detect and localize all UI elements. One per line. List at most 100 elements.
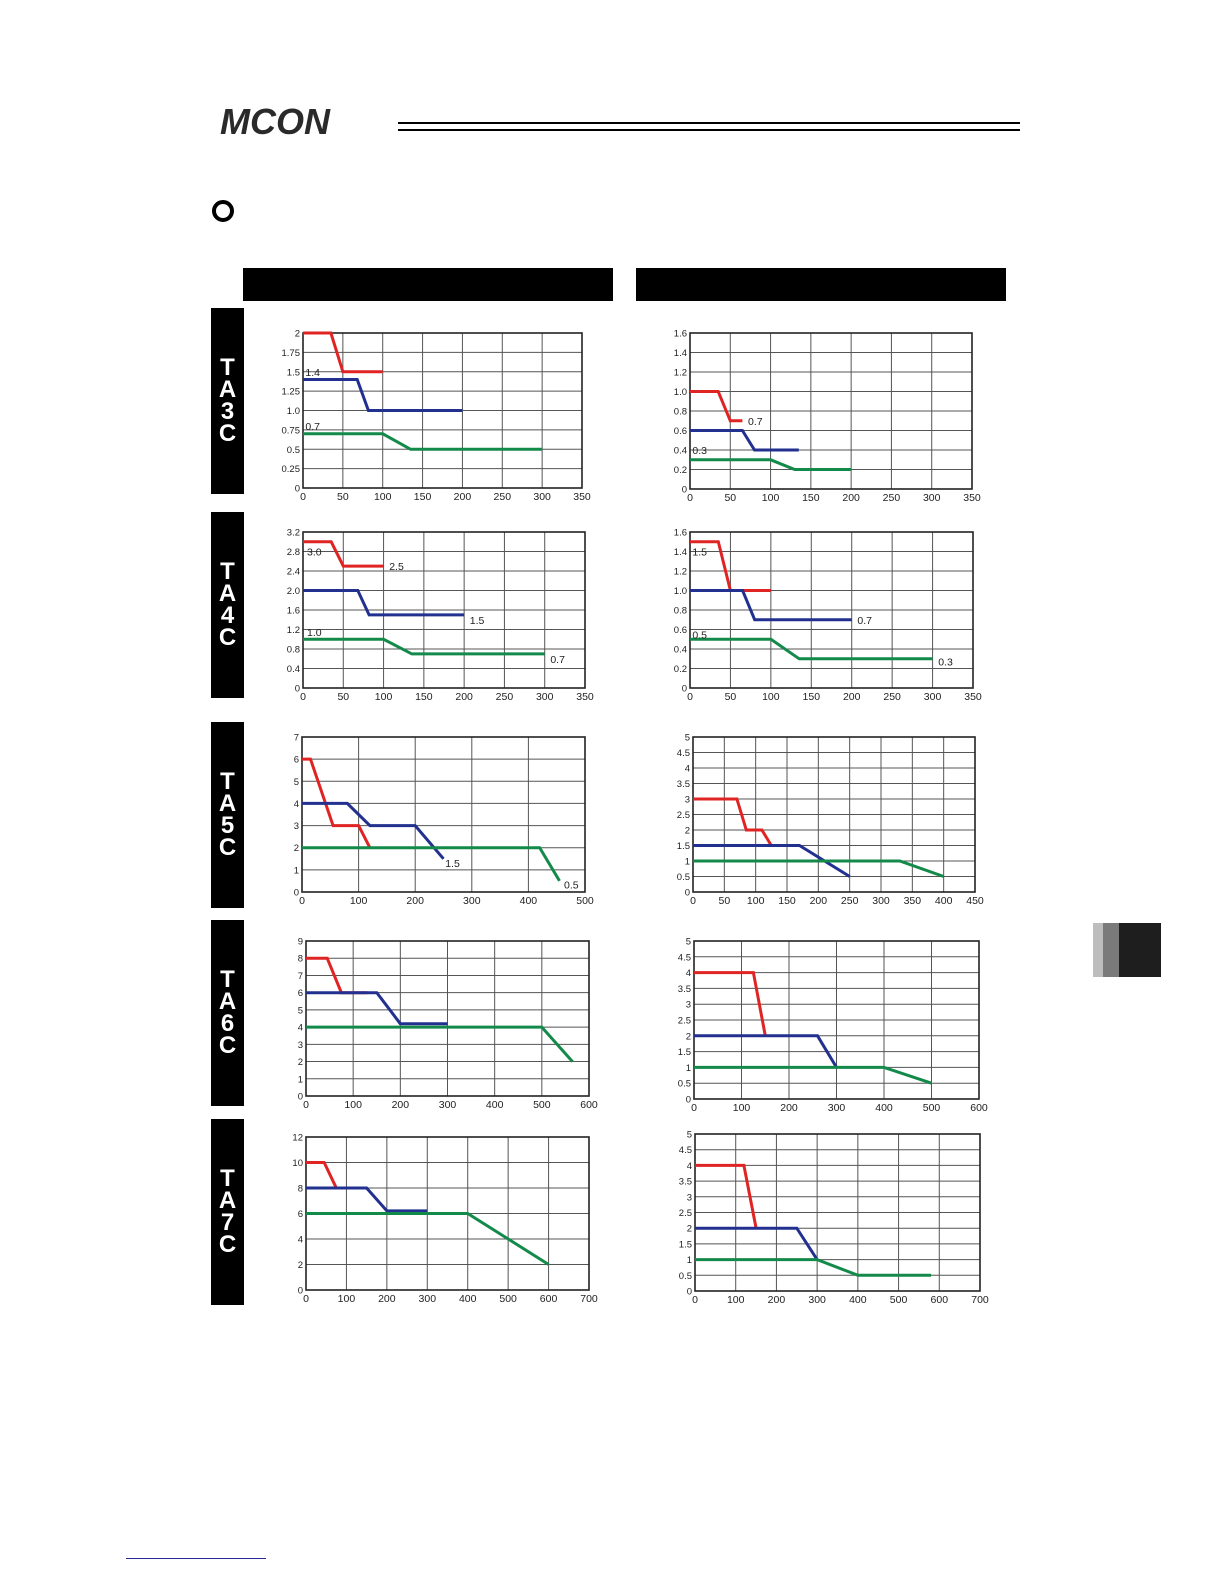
- y-tick-label: 4.5: [677, 748, 690, 759]
- data-label: 1.0: [307, 627, 322, 639]
- y-tick-label: 2: [298, 1057, 303, 1068]
- y-tick-label: 2.5: [678, 1016, 691, 1027]
- chart-svg: 0 50 100 150 200 250 300 350 0 0.2 0.4 0.6 0.8 1.0 1.2…: [674, 528, 982, 704]
- y-tick-label: 1: [294, 865, 299, 876]
- x-tick-label: 500: [576, 895, 594, 907]
- y-tick-label: 0.8: [287, 645, 300, 656]
- y-tick-label: 5: [687, 1130, 692, 1141]
- x-tick-label: 600: [540, 1293, 558, 1305]
- series-line-green: [303, 637, 545, 656]
- series-line-blue: [302, 801, 445, 860]
- y-tick-label: 1.2: [287, 625, 300, 636]
- chart-ta4c-left: 0 50 100 150 200 250 300 350 0 0.4 0.8 1.2 1.6 2.0 2.4…: [270, 525, 610, 710]
- series-line-blue: [303, 589, 465, 617]
- row-tab-letter: C: [218, 1032, 237, 1059]
- y-tick-label: 7: [294, 733, 299, 744]
- series-line-blue: [695, 1226, 819, 1261]
- logo-text: MCON: [220, 101, 331, 140]
- chart-svg: 0 100 200 300 400 500 0 1 2 3 4 5 6 7 1.5 0.5: [294, 733, 594, 908]
- x-tick-label: 300: [536, 691, 554, 703]
- y-tick-label: 3.5: [679, 1177, 692, 1188]
- row-tab-letter: 3: [220, 398, 235, 425]
- y-tick-label: 0: [682, 485, 687, 496]
- series-line-green: [693, 859, 945, 878]
- x-tick-label: 200: [392, 1099, 410, 1111]
- y-tick-label: 0.5: [679, 1271, 692, 1282]
- y-tick-label: 4: [685, 764, 690, 775]
- data-label: 0.7: [748, 416, 763, 428]
- y-tick-label: 2: [294, 843, 299, 854]
- y-tick-label: 6: [298, 1209, 303, 1220]
- header-rule-bottom: [398, 129, 1020, 131]
- y-tick-label: 8: [298, 1184, 303, 1195]
- y-tick-label: 1.0: [287, 406, 300, 417]
- x-tick-label: 200: [455, 691, 473, 703]
- y-tick-label: 1: [686, 1063, 691, 1074]
- data-label: 1.5: [692, 547, 707, 559]
- chart-svg: 0 50 100 150 200 250 300 350 400 450 0 0.5 1 1.5 2 2.5 3…: [677, 733, 984, 908]
- y-tick-label: 1.0: [674, 586, 687, 597]
- y-tick-label: 1.75: [282, 348, 301, 359]
- chart-svg: 0 50 100 150 200 250 300 350 0 0.25 0.5 0.75 1.0 1.25…: [282, 329, 591, 504]
- x-tick-label: 150: [802, 492, 820, 504]
- y-tick-label: 2: [295, 329, 300, 340]
- plot-frame: [302, 332, 583, 489]
- y-tick-label: 5: [685, 733, 690, 744]
- chart-ta5c-left: 0 100 200 300 400 500 0 1 2 3 4 5 6 7 1.5 0.5: [270, 730, 610, 915]
- y-tick-label: 1.0: [674, 387, 687, 398]
- plot-frame: [689, 332, 973, 490]
- plot-frame: [305, 940, 590, 1097]
- y-tick-label: 5: [686, 937, 691, 948]
- x-tick-label: 500: [499, 1293, 517, 1305]
- row-tab-letter: A: [218, 790, 237, 817]
- x-tick-label: 600: [970, 1102, 988, 1114]
- x-tick-label: 300: [828, 1102, 846, 1114]
- y-tick-label: 0: [298, 1286, 303, 1297]
- row-tab-letter: T: [220, 768, 235, 795]
- x-tick-label: 200: [843, 691, 861, 703]
- y-tick-label: 4.5: [678, 952, 691, 963]
- x-tick-label: 100: [374, 491, 392, 503]
- series-line-red: [303, 331, 383, 374]
- chart-ta3c-right: 0 50 100 150 200 250 300 350 0 0.2 0.4 0.6 0.8 1.0 1.2…: [650, 325, 990, 510]
- series-line-blue: [690, 589, 852, 622]
- y-tick-label: 0.8: [674, 606, 687, 617]
- x-tick-label: 100: [733, 1102, 751, 1114]
- x-tick-label: 0: [303, 1099, 309, 1111]
- plot-frame: [693, 940, 980, 1100]
- x-tick-label: 150: [778, 895, 796, 907]
- x-tick-label: 400: [935, 895, 953, 907]
- y-tick-label: 0: [687, 1287, 692, 1298]
- y-tick-label: 3: [298, 1040, 303, 1051]
- y-tick-label: 0.4: [674, 645, 687, 656]
- y-tick-label: 2: [687, 1224, 692, 1235]
- x-tick-label: 500: [923, 1102, 941, 1114]
- x-tick-label: 100: [762, 691, 780, 703]
- y-tick-label: 1.6: [287, 606, 300, 617]
- mcon-logo: MCON: [218, 100, 388, 140]
- x-tick-label: 300: [808, 1294, 826, 1306]
- y-tick-label: 5: [298, 1005, 303, 1016]
- y-tick-label: 3: [687, 1192, 692, 1203]
- x-tick-label: 300: [533, 491, 551, 503]
- x-tick-label: 700: [580, 1293, 598, 1305]
- x-tick-label: 250: [494, 491, 512, 503]
- y-tick-label: 6: [298, 988, 303, 999]
- data-label: 2.5: [389, 561, 404, 573]
- x-tick-label: 0: [690, 895, 696, 907]
- header-rule-top: [398, 122, 1020, 124]
- y-tick-label: 2.5: [679, 1208, 692, 1219]
- x-tick-label: 150: [803, 691, 821, 703]
- y-tick-label: 1.6: [674, 528, 687, 539]
- row-tab-letter: 6: [220, 1010, 235, 1037]
- data-label: 1.4: [305, 367, 320, 379]
- x-tick-label: 350: [573, 491, 591, 503]
- row-tab-letter: T: [220, 354, 235, 381]
- y-tick-label: 0: [685, 888, 690, 899]
- row-tab-letter: C: [218, 1231, 237, 1258]
- chart-svg: 0 100 200 300 400 500 600 700 0 0.5 1 1.5 2 2.5 3 3.5 4 4…: [679, 1130, 989, 1307]
- x-tick-label: 0: [300, 491, 306, 503]
- x-tick-label: 350: [963, 492, 981, 504]
